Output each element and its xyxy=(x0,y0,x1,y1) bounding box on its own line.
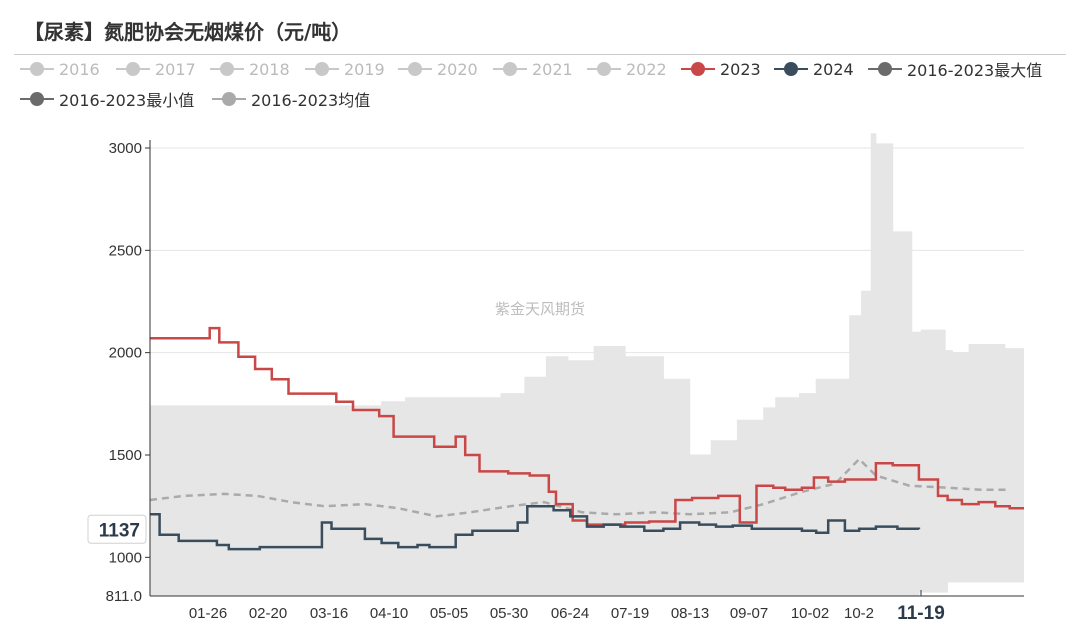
chart-title: 【尿素】氮肥协会无烟煤价（元/吨） xyxy=(24,20,352,44)
legend-item-2018[interactable]: 2018 xyxy=(210,58,290,80)
legend-item-2016-2023最大值[interactable]: 2016-2023最大值 xyxy=(868,58,1042,80)
legend-item-2024[interactable]: 2024 xyxy=(774,58,854,80)
x-tick-label: 09-07 xyxy=(730,605,768,622)
y-axis-min-label: 811.0 xyxy=(106,588,142,605)
x-highlight-box xyxy=(874,598,966,626)
max-min-band xyxy=(150,133,1024,596)
y-tick-label: 1000 xyxy=(109,549,142,566)
legend-marker-icon xyxy=(305,62,339,76)
legend-label: 2017 xyxy=(155,59,196,79)
y-tick-label: 3000 xyxy=(109,140,142,157)
x-tick-label: 08-13 xyxy=(671,605,709,622)
x-tick-label: 06-24 xyxy=(551,605,589,622)
legend-marker-icon xyxy=(868,62,902,76)
legend-item-2019[interactable]: 2019 xyxy=(305,58,385,80)
y-tick-label: 2000 xyxy=(109,345,142,362)
legend-marker-icon xyxy=(398,62,432,76)
legend-marker-icon xyxy=(210,62,244,76)
legend-item-2016[interactable]: 2016 xyxy=(20,58,100,80)
y-tick-label: 2500 xyxy=(109,242,142,259)
legend-label: 2020 xyxy=(437,59,478,79)
legend-item-2020[interactable]: 2020 xyxy=(398,58,478,80)
legend-label: 2018 xyxy=(249,59,290,79)
x-tick-label: 10-02 xyxy=(791,605,829,622)
legend-item-2021[interactable]: 2021 xyxy=(493,58,573,80)
x-tick-label: 05-05 xyxy=(430,605,468,622)
legend-marker-icon xyxy=(20,92,54,106)
legend-label: 2016-2023最小值 xyxy=(59,91,195,110)
legend-label: 2016 xyxy=(59,59,100,79)
y-highlight-label: 1137 xyxy=(99,520,140,541)
watermark: 紫金天风期货 xyxy=(495,300,585,318)
legend-label: 2019 xyxy=(344,59,385,79)
x-tick-label: 03-16 xyxy=(310,605,348,622)
x-tick-label: 01-26 xyxy=(189,605,227,622)
series-line-avg xyxy=(149,457,1010,518)
legend-marker-icon xyxy=(493,62,527,76)
series-line-max xyxy=(150,133,1024,456)
legend-label: 2016-2023均值 xyxy=(251,91,371,110)
x-tick-label: 07-19 xyxy=(611,605,649,622)
series-line-2024 xyxy=(150,504,921,551)
y-tick-label: 1500 xyxy=(109,447,142,464)
x-tick-label: 10-2 xyxy=(844,605,874,622)
legend-marker-icon xyxy=(116,62,150,76)
legend-marker-icon xyxy=(212,92,246,106)
legend-marker-icon xyxy=(681,62,715,76)
x-tick-label: 05-30 xyxy=(490,605,528,622)
legend-label: 2022 xyxy=(626,59,667,79)
legend-label: 2023 xyxy=(720,59,761,79)
y-highlight-box xyxy=(87,514,147,544)
x-tick-label: 04-10 xyxy=(370,605,408,622)
legend-item-2016-2023最小值[interactable]: 2016-2023最小值 xyxy=(20,88,194,110)
legend-item-2023[interactable]: 2023 xyxy=(681,58,761,80)
legend-marker-icon xyxy=(587,62,621,76)
legend-label: 2021 xyxy=(532,59,573,79)
legend-item-2016-2023均值[interactable]: 2016-2023均值 xyxy=(212,88,370,110)
series-line-2023 xyxy=(150,326,1024,526)
legend-marker-icon xyxy=(774,62,808,76)
x-highlight-label: 11-19 xyxy=(897,603,945,624)
x-tick-label: 02-20 xyxy=(249,605,287,622)
legend-item-2022[interactable]: 2022 xyxy=(587,58,667,80)
title-divider xyxy=(14,54,1066,55)
legend-label: 2016-2023最大值 xyxy=(907,61,1043,80)
legend-item-2017[interactable]: 2017 xyxy=(116,58,196,80)
legend-marker-icon xyxy=(20,62,54,76)
legend-label: 2024 xyxy=(813,59,854,79)
